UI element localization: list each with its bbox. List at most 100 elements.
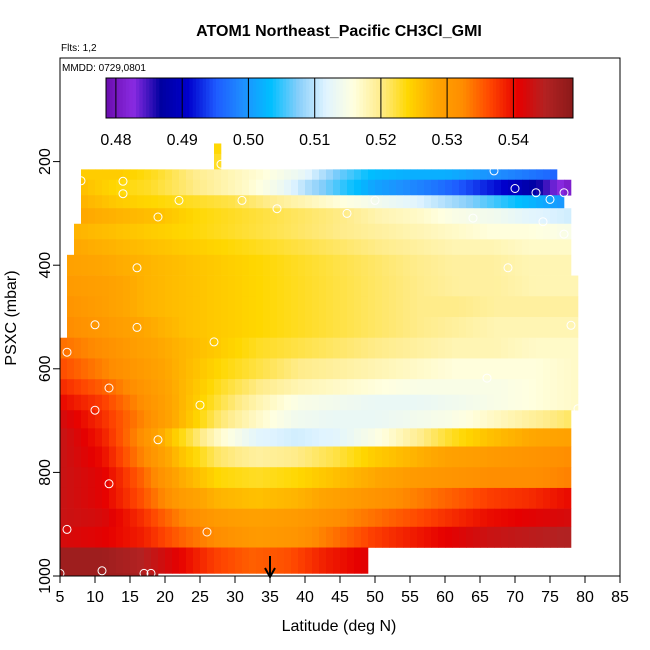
heatmap-cell [144, 239, 152, 256]
heatmap-cell [361, 296, 369, 318]
observation-point [62, 347, 72, 357]
heatmap-cell [382, 428, 390, 447]
heatmap-cell [522, 379, 530, 395]
observation-point [559, 229, 569, 239]
heatmap-cell [130, 358, 138, 380]
colorbar-segment [289, 78, 294, 118]
heatmap-cell [249, 296, 257, 318]
heatmap-cell [130, 223, 138, 240]
heatmap-cell [200, 358, 208, 380]
heatmap-cell [417, 394, 425, 411]
heatmap-cell [256, 317, 264, 339]
heatmap-cell [60, 526, 68, 548]
heatmap-cell [144, 428, 152, 447]
heatmap-cell [326, 254, 334, 276]
colorbar-segment [256, 78, 260, 118]
colorbar-segment [186, 78, 190, 118]
heatmap-cell [60, 428, 68, 447]
colorbar-tick-label: 0.51 [299, 132, 330, 149]
heatmap-cell [564, 337, 572, 359]
heatmap-cell [291, 223, 299, 240]
heatmap-cell [151, 239, 159, 256]
heatmap-cell [291, 275, 299, 297]
heatmap-cell [74, 296, 82, 318]
heatmap-cell [368, 428, 376, 447]
heatmap-cell [228, 208, 236, 225]
heatmap-cell [417, 410, 425, 429]
heatmap-cell [95, 337, 103, 359]
heatmap-cell [116, 446, 124, 468]
heatmap-cell [263, 487, 271, 509]
heatmap-cell [557, 410, 565, 429]
heatmap-cell [312, 428, 320, 447]
colorbar-segment [452, 78, 457, 118]
heatmap-cell [326, 508, 334, 528]
heatmap-cell [431, 446, 439, 468]
heatmap-cell [291, 467, 299, 489]
heatmap-cell [312, 195, 320, 209]
heatmap-cell [235, 275, 243, 297]
heatmap-cell [347, 275, 355, 297]
heatmap-cell [389, 428, 397, 447]
heatmap-cell [172, 239, 180, 256]
colorbar-segment [252, 78, 257, 118]
heatmap-cell [235, 428, 243, 447]
heatmap-cell [123, 379, 131, 395]
heatmap-cell [207, 208, 215, 225]
heatmap-cell [172, 446, 180, 468]
heatmap-cell [473, 487, 481, 509]
heatmap-cell [186, 358, 194, 380]
heatmap-cell [396, 410, 404, 429]
observation-point [62, 524, 72, 534]
observation-point [139, 568, 149, 578]
observation-point [216, 159, 226, 169]
heatmap-cell [291, 508, 299, 528]
heatmap-cell [165, 467, 173, 489]
colorbar-segment [172, 78, 177, 118]
heatmap-cell [361, 223, 369, 240]
heatmap-cell [501, 508, 509, 528]
colorbar-segment [276, 78, 280, 118]
heatmap-cell [536, 275, 544, 297]
heatmap-cell [116, 317, 124, 339]
heatmap-cell [389, 208, 397, 225]
heatmap-cell [417, 526, 425, 548]
heatmap-cell [109, 428, 117, 447]
heatmap-cell [172, 337, 180, 359]
heatmap-cell [494, 487, 502, 509]
heatmap-cell [179, 547, 187, 574]
heatmap-cell [186, 179, 194, 196]
heatmap-cell [508, 358, 516, 380]
heatmap-cell [382, 394, 390, 411]
heatmap-cell [88, 526, 96, 548]
observation-point [503, 263, 513, 273]
heatmap-cell [263, 337, 271, 359]
heatmap-cell [431, 179, 439, 196]
heatmap-cell [410, 394, 418, 411]
colorbar-segment [359, 78, 364, 118]
heatmap-cell [123, 467, 131, 489]
heatmap-cell [501, 428, 509, 447]
colorbar-segment [332, 78, 337, 118]
heatmap-cell [284, 526, 292, 548]
heatmap-cell [382, 467, 390, 489]
heatmap-cell [165, 296, 173, 318]
heatmap-cell [361, 487, 369, 509]
heatmap-cell [235, 223, 243, 240]
colorbar-segment [272, 78, 277, 118]
heatmap-cell [333, 379, 341, 395]
heatmap-cell [242, 487, 250, 509]
heatmap-cell [158, 239, 166, 256]
colorbar-segment [429, 78, 434, 118]
heatmap-cell [466, 428, 474, 447]
heatmap-cell [144, 179, 152, 196]
heatmap-cell [74, 239, 82, 256]
colorbar-segment [356, 78, 360, 118]
heatmap-cell [123, 410, 131, 429]
heatmap-cell [298, 358, 306, 380]
heatmap-cell [543, 394, 551, 411]
heatmap-cell [200, 410, 208, 429]
heatmap-cell [221, 526, 229, 548]
heatmap-cell [102, 487, 110, 509]
heatmap-cell [459, 508, 467, 528]
